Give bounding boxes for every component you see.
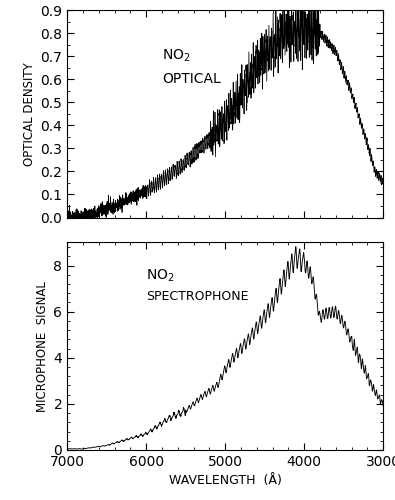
Text: NO$_2$: NO$_2$ [162, 48, 191, 64]
X-axis label: WAVELENGTH  (Å): WAVELENGTH (Å) [169, 474, 282, 488]
Y-axis label: MICROPHONE  SIGNAL: MICROPHONE SIGNAL [36, 281, 49, 411]
Text: NO$_2$: NO$_2$ [146, 268, 175, 284]
Y-axis label: OPTICAL DENSITY: OPTICAL DENSITY [23, 62, 36, 166]
Text: OPTICAL: OPTICAL [162, 72, 221, 86]
Text: SPECTROPHONE: SPECTROPHONE [146, 290, 248, 303]
